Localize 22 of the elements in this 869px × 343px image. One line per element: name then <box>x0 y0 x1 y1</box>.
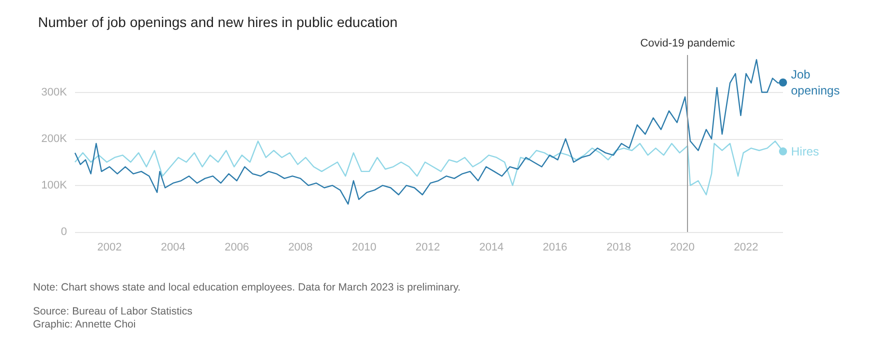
x-tick-label: 2002 <box>97 242 122 254</box>
y-tick-label: 200K <box>41 132 68 145</box>
text: Note: Chart shows state and local education employees. Data for March 2023 is preliminary. <box>33 282 461 294</box>
x-tick-label: 2016 <box>542 242 568 254</box>
y-tick-label: 100K <box>41 179 68 192</box>
series-label: Job openings <box>791 67 840 98</box>
x-tick-label: 2010 <box>352 242 376 254</box>
x-tick-label: 2018 <box>606 242 631 254</box>
x-tick-label: 2008 <box>288 242 313 254</box>
y-tick-label: 0 <box>60 226 67 238</box>
x-tick-label: 2022 <box>734 242 758 254</box>
series-label: Hires <box>791 144 820 158</box>
x-tick-label: 2014 <box>479 242 504 254</box>
x-tick-label: 2020 <box>670 242 695 254</box>
source-note: Source: Bureau of Labor Statistics <box>33 306 192 318</box>
ref-line-label: Covid-19 pandemic <box>640 38 736 50</box>
x-tick-label: 2012 <box>415 242 440 254</box>
chart-title: Number of job openings and new hires in public education <box>38 14 398 30</box>
x-tick-label: 2006 <box>224 242 250 254</box>
x-tick-label: 2004 <box>160 242 186 254</box>
y-tick-label: 300K <box>41 86 68 98</box>
text: Graphic: Annette Choi <box>33 318 136 330</box>
